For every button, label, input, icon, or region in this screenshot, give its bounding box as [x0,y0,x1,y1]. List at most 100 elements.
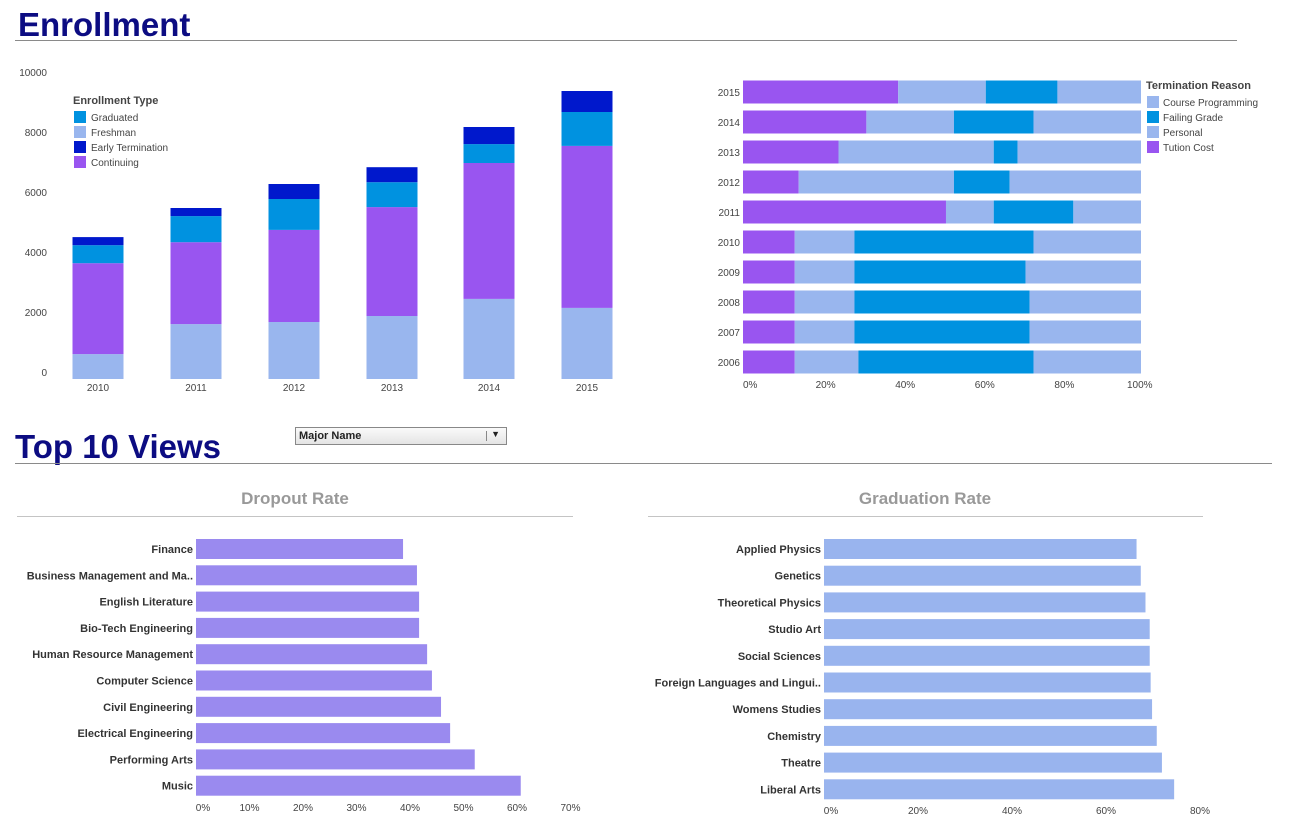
category-label: Liberal Arts [760,784,821,796]
y-tick-label: 2014 [718,118,741,129]
y-tick-label: 10000 [19,68,47,79]
bar-course-programming-2012 [1009,170,1141,194]
x-tick-label: 0% [824,806,839,817]
bar-english-literature [196,591,420,612]
bar-early-termination-2014 [463,127,515,145]
bar-finance [196,539,404,559]
bar-tution-cost-2009 [743,260,795,284]
bar-freshman-2012 [268,322,320,379]
bar-failing-grade-2011 [993,200,1074,224]
bar-continuing-2013 [366,207,418,316]
bar-graduated-2011 [170,216,222,243]
legend-label: Graduated [91,113,138,124]
bar-tution-cost-2010 [743,230,795,254]
bar-personal-2014 [866,110,954,134]
x-tick-label: 2012 [283,383,306,394]
legend-label: Failing Grade [1163,113,1223,124]
x-tick-label: 60% [1096,806,1116,817]
x-tick-label: 0% [196,803,211,814]
bar-freshman-2011 [170,324,222,379]
bar-course-programming-2011 [1073,200,1141,224]
bar-failing-grade-2012 [953,170,1010,194]
legend-label: Personal [1163,128,1202,139]
bar-freshman-2014 [463,298,515,379]
bar-tution-cost-2012 [743,170,799,194]
legend-swatch-personal [1147,126,1159,138]
y-tick-label: 2010 [718,238,741,249]
legend-swatch-course-programming [1147,96,1159,108]
chevron-down-icon[interactable]: ▼ [491,429,500,439]
bar-personal-2013 [838,140,994,164]
x-tick-label: 10% [239,803,259,814]
legend-swatch-freshman [74,126,86,138]
y-tick-label: 2006 [718,358,741,369]
bar-tution-cost-2011 [743,200,946,224]
bar-course-programming-2007 [1029,320,1141,344]
category-label: Human Resource Management [32,649,193,661]
x-tick-label: 60% [507,803,527,814]
legend-title: Termination Reason [1146,80,1251,92]
bar-early-termination-2011 [170,208,222,217]
bar-foreign-languages-and-lingui- [824,672,1151,693]
bar-graduated-2010 [72,245,124,264]
category-label: Performing Arts [110,754,193,766]
bar-tution-cost-2014 [743,110,867,134]
legend-swatch-early-termination [74,141,86,153]
bar-personal-2010 [794,230,855,254]
bar-continuing-2010 [72,263,124,355]
bar-freshman-2013 [366,316,418,379]
x-tick-label: 80% [1054,380,1074,391]
legend-swatch-tution-cost [1147,141,1159,153]
bar-personal-2015 [898,80,986,104]
bar-course-programming-2008 [1029,290,1141,314]
category-label: Chemistry [767,731,822,743]
category-label: Theoretical Physics [718,597,821,609]
x-tick-label: 40% [895,380,915,391]
dropdown-separator [486,431,487,441]
y-tick-label: 8000 [25,128,48,139]
bar-personal-2009 [794,260,855,284]
y-tick-label: 2011 [718,208,740,219]
bar-chemistry [824,725,1157,746]
bar-tution-cost-2006 [743,350,795,374]
y-tick-label: 0 [41,368,47,379]
bar-course-programming-2010 [1033,230,1141,254]
legend-label: Continuing [91,158,139,169]
bar-continuing-2012 [268,229,320,322]
bar-personal-2008 [794,290,855,314]
bar-early-termination-2015 [561,91,613,112]
legend-label: Freshman [91,128,136,139]
bar-failing-grade-2014 [953,110,1034,134]
bar-course-programming-2013 [1017,140,1141,164]
x-tick-label: 30% [346,803,366,814]
bar-electrical-engineering [196,723,451,744]
bar-graduated-2012 [268,199,320,230]
legend-label: Course Programming [1163,98,1258,109]
x-tick-label: 2011 [185,383,207,394]
y-tick-label: 2013 [718,148,741,159]
bar-course-programming-2015 [1057,80,1141,104]
dropout-chart-title: Dropout Rate [241,489,349,508]
major-name-dropdown[interactable]: Major Name ▼ [295,427,507,445]
top10-title: Top 10 Views [15,428,222,465]
x-tick-label: 60% [975,380,995,391]
legend-swatch-failing-grade [1147,111,1159,123]
category-label: Business Management and Ma.. [27,570,193,582]
x-tick-label: 80% [1190,806,1210,817]
x-tick-label: 2015 [576,383,599,394]
bar-continuing-2015 [561,145,613,308]
bar-womens-studies [824,699,1153,720]
bar-failing-grade-2008 [854,290,1030,314]
bar-human-resource-management [196,644,428,665]
dropout-title-divider [17,516,573,517]
category-label: Womens Studies [733,704,821,716]
legend-title: Enrollment Type [73,95,158,107]
bar-course-programming-2014 [1033,110,1141,134]
bar-personal-2011 [945,200,994,224]
bar-failing-grade-2013 [993,140,1018,164]
bar-freshman-2015 [561,307,613,379]
legend-label: Early Termination [91,143,168,154]
y-tick-label: 4000 [25,248,48,259]
dropdown-value: Major Name [299,430,362,442]
